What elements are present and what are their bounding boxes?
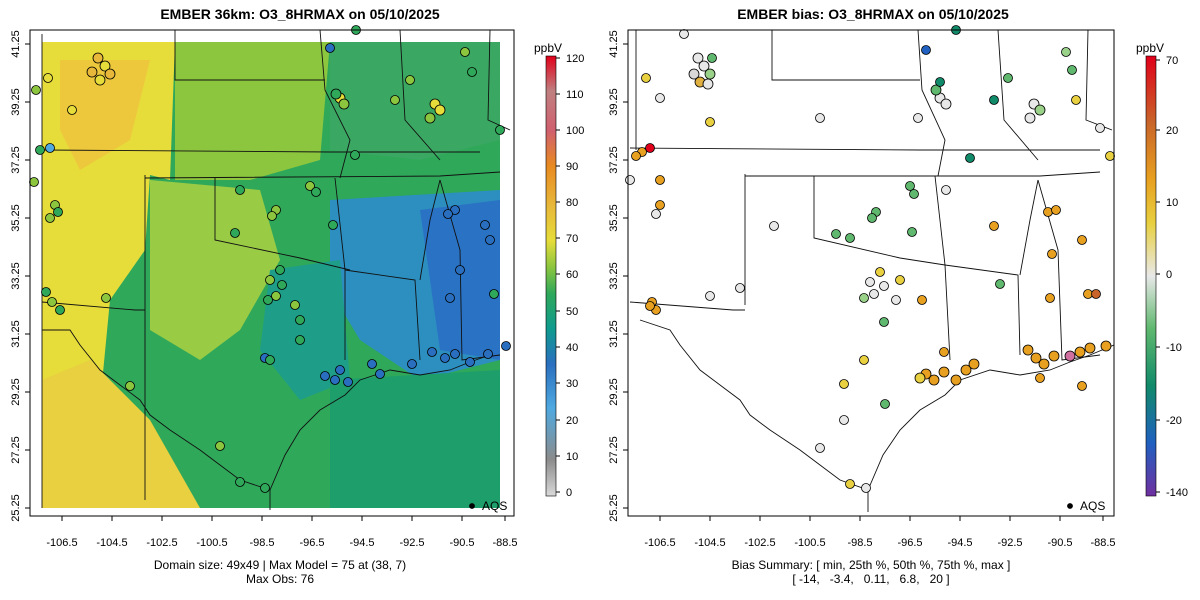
svg-text:41.25: 41.25 [608, 30, 620, 58]
svg-text:-94.5: -94.5 [349, 537, 374, 549]
left-x-axis: -106.5 -104.5 -102.5 -100.5 -98.5 -96.5 … [46, 516, 518, 549]
svg-text:-100.5: -100.5 [196, 537, 227, 549]
svg-text:ppbV: ppbV [1136, 41, 1164, 55]
right-caption-bias-summary: Bias Summary: [ min, 25th %, 50th %, 75t… [731, 558, 1011, 572]
svg-text:-106.5: -106.5 [46, 537, 77, 549]
svg-text:-20: -20 [1166, 415, 1182, 427]
svg-text:-90.5: -90.5 [449, 537, 474, 549]
svg-text:33.25: 33.25 [10, 262, 22, 290]
svg-text:-104.5: -104.5 [694, 537, 725, 549]
aqs-station-markers [29, 25, 511, 509]
svg-text:-92.5: -92.5 [997, 537, 1022, 549]
svg-text:0: 0 [1166, 269, 1172, 281]
svg-text:39.25: 39.25 [10, 88, 22, 116]
right-bias-map: AQS -106.5 -104.5 -102.5 -100.5 -98.5 -9… [608, 25, 1188, 549]
left-colorbar: ppbV 0 10 20 30 40 50 60 70 80 90 100 11… [534, 41, 584, 499]
svg-text:31.25: 31.25 [608, 320, 620, 348]
model-field-grid [42, 42, 500, 508]
left-concentration-map: AQS -106.5 -104.5 -102.5 -100.5 -98.5 -9… [10, 25, 584, 549]
svg-text:20: 20 [566, 415, 578, 427]
svg-text:27.25: 27.25 [10, 436, 22, 464]
svg-text:90: 90 [566, 161, 578, 173]
right-legend-label: AQS [1080, 499, 1105, 513]
aqs-bias-markers [625, 25, 1115, 509]
svg-text:10: 10 [566, 451, 578, 463]
svg-text:-90.5: -90.5 [1047, 537, 1072, 549]
svg-text:35.25: 35.25 [608, 204, 620, 232]
svg-text:41.25: 41.25 [10, 30, 22, 58]
svg-text:29.25: 29.25 [608, 378, 620, 406]
right-map-title: EMBER bias: O3_8HRMAX on 05/10/2025 [737, 6, 1009, 22]
svg-text:-88.5: -88.5 [492, 537, 517, 549]
svg-text:-104.5: -104.5 [96, 537, 127, 549]
svg-text:-106.5: -106.5 [644, 537, 675, 549]
svg-text:-96.5: -96.5 [299, 537, 324, 549]
state-borders [628, 30, 1114, 512]
svg-text:70: 70 [1166, 55, 1178, 67]
left-caption-max-obs: Max Obs: 76 [245, 572, 315, 586]
svg-text:35.25: 35.25 [10, 204, 22, 232]
left-y-axis: 41.25 39.25 37.25 35.25 33.25 31.25 29.2… [10, 30, 30, 522]
svg-text:50: 50 [566, 306, 578, 318]
svg-text:27.25: 27.25 [608, 436, 620, 464]
svg-text:-102.5: -102.5 [146, 537, 177, 549]
right-plot-frame [627, 29, 1115, 517]
svg-text:-92.5: -92.5 [399, 537, 424, 549]
svg-text:-98.5: -98.5 [249, 537, 274, 549]
right-y-axis: 41.25 39.25 37.25 35.25 33.25 31.25 29.2… [608, 30, 628, 522]
svg-text:31.25: 31.25 [10, 320, 22, 348]
svg-text:70: 70 [566, 233, 578, 245]
left-plot-frame [29, 29, 515, 517]
right-caption-bias-values: [ -14, -3.4, 0.11, 6.8, 20 ] [792, 572, 950, 586]
svg-text:110: 110 [566, 89, 584, 101]
left-legend-label: AQS [482, 499, 507, 513]
svg-text:20: 20 [1166, 125, 1178, 137]
svg-text:-94.5: -94.5 [947, 537, 972, 549]
right-colorbar: ppbV 70 20 10 0 -10 -20 -140 [1136, 41, 1188, 499]
svg-text:60: 60 [566, 269, 578, 281]
svg-text:-10: -10 [1166, 342, 1182, 354]
svg-text:25.25: 25.25 [10, 494, 22, 522]
svg-text:-102.5: -102.5 [744, 537, 775, 549]
svg-text:-98.5: -98.5 [847, 537, 872, 549]
svg-text:10: 10 [1166, 197, 1178, 209]
svg-text:-100.5: -100.5 [794, 537, 825, 549]
right-x-axis: -106.5 -104.5 -102.5 -100.5 -98.5 -96.5 … [644, 516, 1116, 549]
svg-text:-96.5: -96.5 [897, 537, 922, 549]
svg-text:-88.5: -88.5 [1090, 537, 1115, 549]
left-map-title: EMBER 36km: O3_8HRMAX on 05/10/2025 [160, 6, 440, 22]
svg-text:33.25: 33.25 [608, 262, 620, 290]
svg-text:0: 0 [566, 487, 572, 499]
left-caption-domain: Domain size: 49x49 | Max Model = 75 at (… [153, 558, 407, 572]
svg-text:40: 40 [566, 342, 578, 354]
svg-text:39.25: 39.25 [608, 88, 620, 116]
svg-text:ppbV: ppbV [534, 41, 562, 55]
svg-text:120: 120 [566, 53, 584, 65]
svg-text:29.25: 29.25 [10, 378, 22, 406]
svg-text:30: 30 [566, 378, 578, 390]
svg-text:37.25: 37.25 [608, 146, 620, 174]
svg-text:100: 100 [566, 125, 584, 137]
svg-text:-140: -140 [1166, 487, 1188, 499]
svg-text:80: 80 [566, 197, 578, 209]
svg-text:25.25: 25.25 [608, 494, 620, 522]
svg-text:37.25: 37.25 [10, 146, 22, 174]
